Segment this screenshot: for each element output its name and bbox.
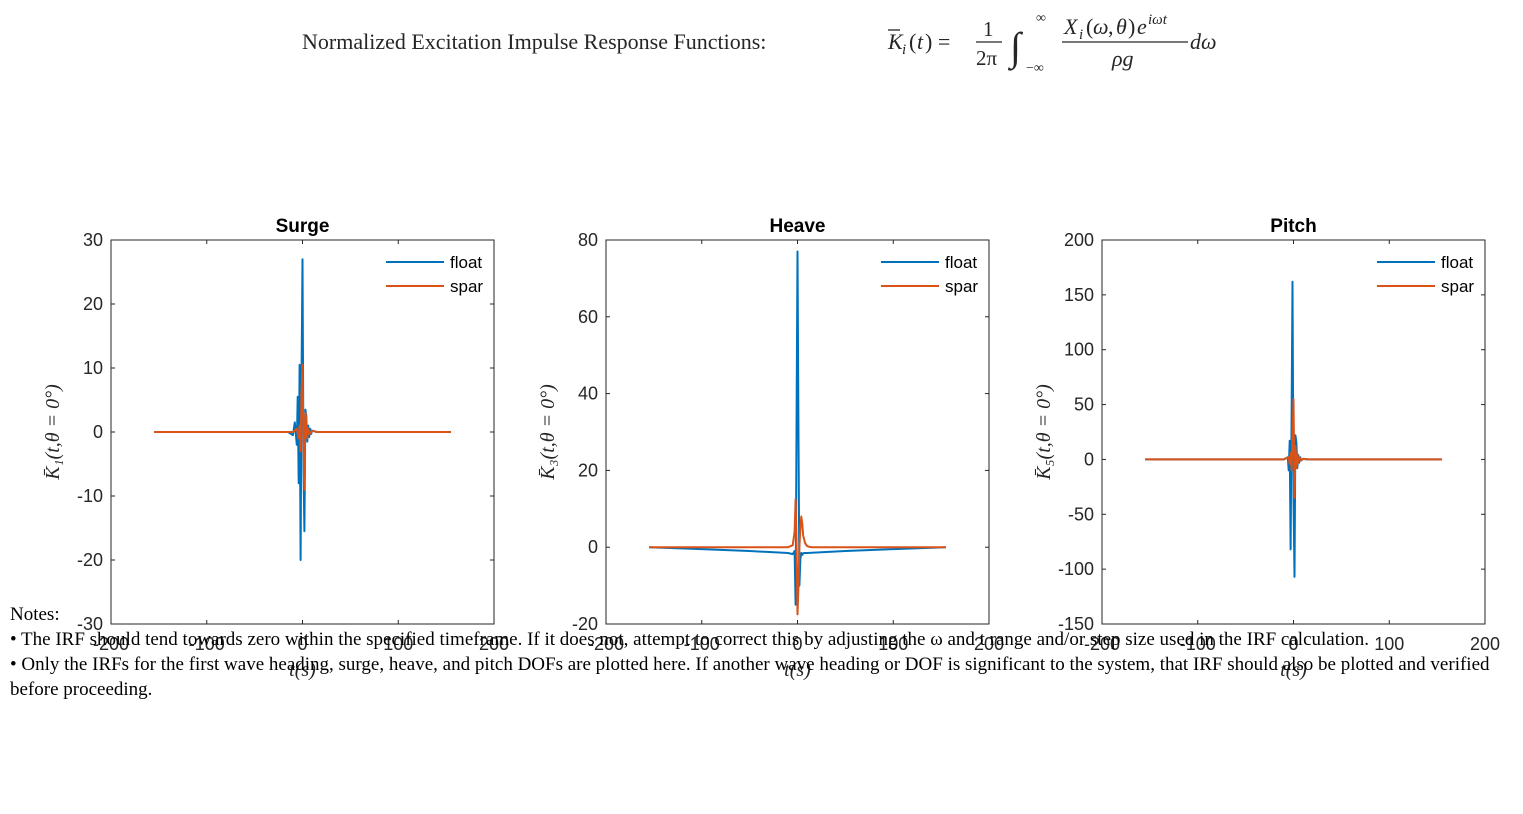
series-group xyxy=(154,258,451,561)
y-tick-label: 80 xyxy=(578,230,598,250)
svg-text:−∞: −∞ xyxy=(1026,61,1044,76)
chart-title: Heave xyxy=(770,216,826,237)
notes-heading: Notes: xyxy=(10,604,60,625)
x-axis-label: t(s) xyxy=(1280,659,1307,681)
y-axis-label: K̄₃(t,θ = 0°) xyxy=(537,384,559,481)
note-2: • Only the IRFs for the first wave headi… xyxy=(10,654,1490,700)
svg-text:): ) xyxy=(1128,14,1135,39)
figure-title-formula: K i (t) = 1 2π ∫ ∞ −∞ X i (ω, θ) e iωt ρ… xyxy=(887,11,1217,76)
x-tick-label: 200 xyxy=(479,634,509,654)
y-tick-label: 50 xyxy=(1074,395,1094,415)
svg-text:i: i xyxy=(1079,27,1083,43)
y-tick-label: -100 xyxy=(1058,559,1094,579)
svg-text:2π: 2π xyxy=(976,46,998,70)
y-tick-label: 150 xyxy=(1064,285,1094,305)
legend-label-float: float xyxy=(945,253,977,272)
y-axis-label: K̄₁(t,θ = 0°) xyxy=(42,384,64,481)
chart-surge: -200 -100 0 100 200-30-20-100102030Surget(s)… xyxy=(42,216,509,681)
x-tick-label: 200 xyxy=(1470,634,1500,654)
y-tick-label: 200 xyxy=(1064,230,1094,250)
x-tick-label: 0 xyxy=(1288,634,1298,654)
x-tick-label: 200 xyxy=(974,634,1004,654)
y-tick-label: 20 xyxy=(83,294,103,314)
svg-text:i: i xyxy=(902,42,906,58)
x-tick-label: -200 xyxy=(588,634,624,654)
svg-text:dω: dω xyxy=(1190,29,1217,54)
figure-title: Normalized Excitation Impulse Response F… xyxy=(302,11,1217,76)
y-tick-label: -50 xyxy=(1068,504,1094,524)
svg-text:X: X xyxy=(1063,14,1079,39)
svg-text:∫: ∫ xyxy=(1007,24,1024,71)
y-tick-label: -10 xyxy=(77,486,103,506)
x-axis-label: t(s) xyxy=(289,659,316,681)
y-tick-label: 0 xyxy=(1084,449,1094,469)
legend-label-spar: spar xyxy=(1441,277,1474,296)
series-group xyxy=(649,250,946,616)
chart-pitch: -200 -100 0 100 200 -150 -100 -50 0 50 100 150 200 Pi… xyxy=(1033,216,1500,681)
svg-text:ρg: ρg xyxy=(1111,46,1134,71)
y-tick-label: -20 xyxy=(572,614,598,634)
y-tick-label: -150 xyxy=(1058,614,1094,634)
y-tick-label: 0 xyxy=(588,537,598,557)
y-tick-label: 0 xyxy=(93,422,103,442)
svg-text:) =: ) = xyxy=(925,29,950,54)
notes: Notes: • The IRF should tend towards zer… xyxy=(10,602,1500,702)
x-tick-label: -100 xyxy=(1180,634,1216,654)
chart-heave: -200 -100 0 100 200-20020406080Heavet(s)K̄₃(… xyxy=(537,216,1004,681)
series-line-spar xyxy=(1145,398,1442,499)
series-group xyxy=(1145,280,1442,578)
svg-text:1: 1 xyxy=(983,17,994,41)
y-tick-label: 10 xyxy=(83,358,103,378)
y-tick-label: -30 xyxy=(77,614,103,634)
y-axis-label: K̄₅(t,θ = 0°) xyxy=(1033,384,1055,481)
svg-text:θ: θ xyxy=(1116,14,1127,39)
x-tick-label: 0 xyxy=(297,634,307,654)
legend-label-float: float xyxy=(1441,253,1473,272)
series-line-float xyxy=(649,250,946,606)
svg-text:,: , xyxy=(1108,14,1114,39)
x-tick-label: 0 xyxy=(792,634,802,654)
x-tick-label: 100 xyxy=(1374,634,1404,654)
x-tick-label: -200 xyxy=(1084,634,1120,654)
legend-label-spar: spar xyxy=(945,277,978,296)
figure-title-text: Normalized Excitation Impulse Response F… xyxy=(302,29,766,54)
svg-text:∞: ∞ xyxy=(1036,11,1046,26)
x-tick-label: -200 xyxy=(93,634,129,654)
x-tick-label: 100 xyxy=(878,634,908,654)
y-tick-label: 20 xyxy=(578,460,598,480)
y-tick-label: 60 xyxy=(578,307,598,327)
legend-label-spar: spar xyxy=(450,277,483,296)
svg-text:ω: ω xyxy=(1093,14,1109,39)
y-tick-label: 30 xyxy=(83,230,103,250)
x-axis-label: t(s) xyxy=(784,659,811,681)
x-tick-label: 100 xyxy=(383,634,413,654)
series-line-spar xyxy=(649,498,946,616)
legend-label-float: float xyxy=(450,253,482,272)
series-line-spar xyxy=(154,363,451,491)
note-1: • The IRF should tend towards zero withi… xyxy=(10,629,1370,650)
svg-text:(: ( xyxy=(909,29,916,54)
svg-text:e: e xyxy=(1137,14,1147,39)
y-tick-label: 100 xyxy=(1064,340,1094,360)
svg-text:t: t xyxy=(917,29,924,54)
svg-text:(: ( xyxy=(1086,14,1093,39)
y-tick-label: -20 xyxy=(77,550,103,570)
y-tick-label: 40 xyxy=(578,384,598,404)
svg-text:K: K xyxy=(887,29,904,54)
chart-title: Pitch xyxy=(1270,216,1316,237)
chart-title: Surge xyxy=(276,216,330,237)
svg-text:iωt: iωt xyxy=(1148,12,1168,28)
x-tick-label: -100 xyxy=(684,634,720,654)
x-tick-label: -100 xyxy=(189,634,225,654)
